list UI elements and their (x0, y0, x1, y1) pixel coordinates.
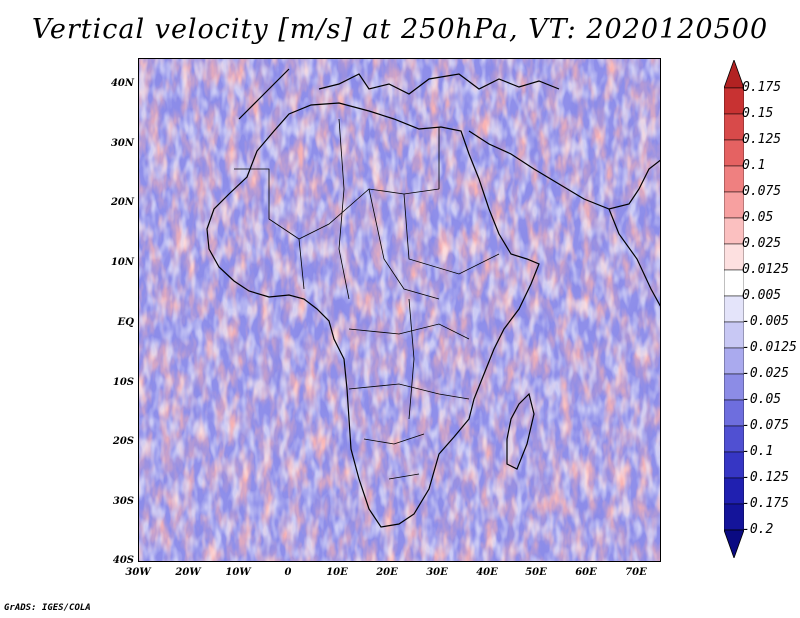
lat-label-20s: 20S (112, 436, 134, 447)
lat-label-eq: EQ (117, 317, 134, 328)
colorbar-tick-label: -0.175 (742, 496, 789, 511)
colorbar-tick-label: 0.125 (742, 132, 782, 147)
lon-label-10e: 10E (326, 567, 348, 578)
lon-label-70e: 70E (625, 567, 647, 578)
velocity-field-map (139, 59, 660, 561)
lon-label-50e: 50E (525, 567, 547, 578)
coastlines (206, 68, 660, 528)
colorbar-top-arrow (724, 60, 744, 89)
colorbar-swatch (724, 217, 744, 245)
lat-label-30n: 30N (110, 138, 134, 149)
colorbar-swatch (724, 113, 744, 141)
colorbar-swatch (724, 321, 744, 349)
colorbar-swatch (724, 87, 744, 115)
colorbar-tick-label: -0.05 (742, 392, 782, 407)
lon-label-20w: 20W (175, 567, 201, 578)
colorbar-tick-label: -0.005 (742, 314, 789, 329)
colorbar-bottom-arrow (724, 529, 744, 558)
colorbar-tick-label: 0.075 (742, 184, 782, 199)
colorbar-swatch (724, 451, 744, 479)
colorbar-swatch (724, 503, 744, 531)
lon-label-0: 0 (284, 567, 292, 578)
colorbar-swatch (724, 399, 744, 427)
colorbar-tick-label: 0.025 (742, 236, 782, 251)
colorbar-swatch (724, 243, 744, 271)
country-borders (234, 118, 500, 480)
colorbar-tick-label: -0.0125 (742, 340, 797, 355)
grads-credit: GrADS: IGES/COLA (4, 603, 91, 613)
arabia-coastline (468, 130, 660, 210)
colorbar-swatch (724, 373, 744, 401)
colorbar-swatch (724, 347, 744, 375)
colorbar-tick-label: 0.15 (742, 106, 774, 121)
europe-coastline (238, 68, 560, 120)
colorbar-tick-label: 0.005 (742, 288, 782, 303)
lon-label-60e: 60E (575, 567, 597, 578)
lon-label-20e: 20E (376, 567, 398, 578)
colorbar-swatch (724, 425, 744, 453)
lon-label-10w: 10W (225, 567, 251, 578)
lat-label-40n: 40N (110, 78, 134, 89)
colorbar-tick-label: -0.025 (742, 366, 789, 381)
colorbar-swatch (724, 191, 744, 219)
africa-coastline (206, 102, 540, 528)
lat-label-20n: 20N (110, 197, 134, 208)
lat-label-10n: 10N (110, 257, 134, 268)
lon-label-30w: 30W (125, 567, 151, 578)
field-neutral-pattern (139, 59, 660, 561)
madagascar-coastline (506, 392, 535, 470)
lon-label-40e: 40E (476, 567, 498, 578)
colorbar-swatch (724, 269, 744, 297)
colorbar-tick-label: 0.05 (742, 210, 774, 225)
colorbar (724, 60, 744, 558)
lat-label-40s: 40S (112, 555, 134, 566)
colorbar-swatch (724, 139, 744, 167)
colorbar-swatch (724, 165, 744, 193)
colorbar-tick-label: -0.075 (742, 418, 789, 433)
colorbar-tick-label: -0.1 (742, 444, 774, 459)
lat-label-30s: 30S (112, 496, 134, 507)
map-plot-area (138, 58, 661, 562)
lon-label-30e: 30E (426, 567, 448, 578)
chart-title: Vertical velocity [m/s] at 250hPa, VT: 2… (31, 14, 769, 45)
india-coastline (608, 208, 660, 307)
colorbar-tick-label: -0.2 (742, 522, 774, 537)
colorbar-tick-label: 0.0125 (742, 262, 789, 277)
colorbar-swatch (724, 477, 744, 505)
colorbar-tick-label: 0.1 (742, 158, 766, 173)
colorbar-tick-label: -0.125 (742, 470, 789, 485)
colorbar-tick-label: 0.175 (742, 80, 782, 95)
colorbar-swatch (724, 295, 744, 323)
lat-label-10s: 10S (112, 377, 134, 388)
